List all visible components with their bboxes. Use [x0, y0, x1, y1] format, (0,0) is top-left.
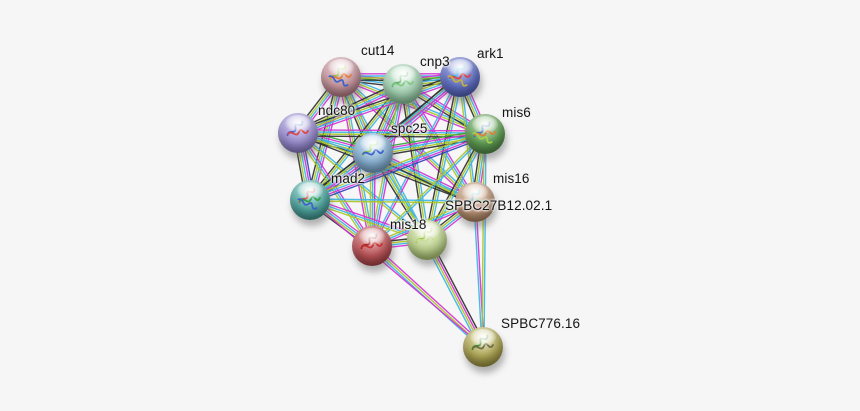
edge-line-cyan — [298, 77, 461, 135]
sphere-highlight — [446, 59, 474, 76]
edge-line-magenta — [298, 79, 462, 137]
edge-line-lime — [371, 245, 484, 348]
edge-line-magenta — [339, 78, 485, 137]
edge-line-cyan — [297, 131, 486, 134]
sphere-highlight — [296, 182, 324, 199]
sphere-highlight — [327, 59, 355, 76]
protein-structure-icon — [471, 334, 494, 351]
node-label-spbc27b12: SPBC27B12.02.1 — [445, 198, 553, 213]
edge-line-blue — [310, 136, 487, 204]
sphere-highlight — [359, 135, 387, 152]
edge-line-black — [424, 76, 459, 240]
sphere-highlight — [469, 329, 497, 346]
edge-line-black — [296, 73, 460, 131]
node-mis6[interactable] — [465, 114, 505, 154]
edge-mis6-mad2[interactable] — [308, 130, 487, 204]
edge-ark1-ndc80[interactable] — [296, 73, 462, 137]
node-label-mis6: mis6 — [502, 105, 531, 120]
node-mis18[interactable] — [352, 226, 392, 266]
edge-line-lime — [426, 76, 461, 241]
protein-structure-icon — [297, 187, 321, 210]
node-spc25[interactable] — [353, 133, 393, 173]
edge-line-cyan — [428, 77, 463, 241]
node-label-ark1: ark1 — [477, 46, 504, 61]
sphere-highlight — [284, 115, 312, 132]
edge-line-cyan — [483, 133, 487, 348]
edge-line-cyan — [473, 202, 483, 348]
edge-line-magenta — [373, 84, 406, 247]
edge-line-lime — [309, 200, 476, 204]
protein-structure-icon — [360, 233, 383, 250]
edge-line-cyan — [298, 131, 429, 240]
sphere-highlight — [358, 228, 386, 245]
edge-line-cyan — [309, 132, 485, 200]
edge-line-cyan — [341, 74, 487, 133]
protein-structure-icon — [361, 140, 384, 157]
edge-line-lime — [308, 130, 485, 198]
edge-line-magenta — [309, 199, 484, 348]
edge-line-cyan — [402, 83, 476, 203]
node-ndc80[interactable] — [278, 113, 318, 153]
edge-mad2-mis16[interactable] — [309, 198, 476, 204]
edge-line-magenta — [297, 129, 486, 132]
edge-line-lime — [481, 133, 485, 348]
edge-mis6-spbc776[interactable] — [481, 133, 487, 348]
sphere-highlight — [389, 66, 417, 83]
edge-ark1-spbc27b12[interactable] — [424, 76, 463, 241]
edge-line-lime — [297, 75, 460, 133]
node-label-mis18: mis18 — [390, 217, 427, 232]
edge-mad2-spbc776[interactable] — [309, 199, 484, 348]
edge-line-magenta — [372, 77, 462, 247]
node-label-mad2: mad2 — [331, 171, 366, 186]
protein-structure-icon — [286, 120, 309, 137]
sphere-highlight — [471, 116, 499, 133]
node-label-ndc80: ndc80 — [318, 103, 356, 118]
protein-structure-icon — [328, 64, 352, 87]
node-mad2[interactable] — [290, 180, 330, 220]
edge-line-magenta — [372, 243, 485, 346]
edge-line-lime — [370, 132, 485, 246]
edge-line-magenta — [310, 134, 486, 202]
node-cnp3[interactable] — [383, 64, 423, 104]
node-cut14[interactable] — [321, 57, 361, 97]
node-label-spbc776: SPBC776.16 — [501, 316, 581, 331]
node-label-cut14: cut14 — [361, 43, 395, 58]
node-label-cnp3: cnp3 — [420, 54, 450, 69]
edge-line-lime — [340, 76, 476, 203]
node-spbc776[interactable] — [463, 327, 503, 367]
node-label-spc25: spc25 — [391, 121, 428, 136]
protein-structure-icon — [472, 121, 496, 144]
protein-structure-icon — [391, 71, 414, 88]
edge-line-cyan — [309, 198, 476, 202]
edge-ndc80-spbc27b12[interactable] — [296, 131, 429, 242]
node-label-mis16: mis16 — [493, 171, 530, 186]
edge-line-lime — [296, 133, 427, 242]
edge-line-lime — [309, 201, 427, 243]
